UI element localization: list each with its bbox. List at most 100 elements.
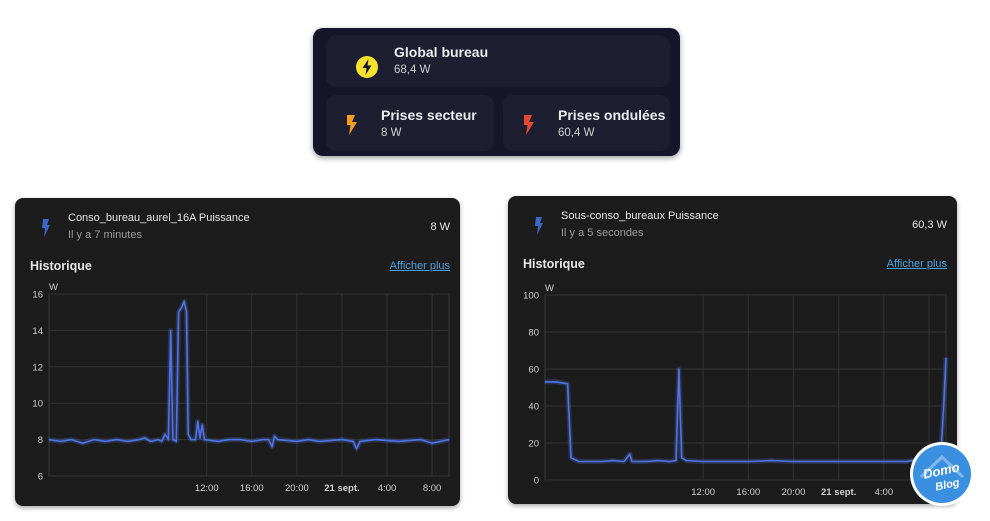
data-point bbox=[177, 311, 180, 313]
data-point bbox=[273, 435, 275, 437]
data-point bbox=[905, 460, 908, 463]
tile-secteur-value: 8 W bbox=[381, 127, 402, 139]
x-tick-label: 12:00 bbox=[195, 483, 219, 494]
data-point bbox=[104, 440, 106, 443]
data-point bbox=[70, 439, 73, 441]
data-point bbox=[359, 440, 361, 443]
y-tick-label: 6 bbox=[38, 472, 43, 483]
tile-secteur-name: Prises secteur bbox=[381, 107, 477, 123]
x-tick-label: 20:00 bbox=[782, 487, 806, 498]
flash-icon bbox=[535, 217, 543, 235]
data-point bbox=[629, 453, 631, 455]
data-point bbox=[138, 439, 140, 441]
data-point bbox=[217, 440, 219, 443]
data-point bbox=[251, 440, 253, 443]
data-point bbox=[375, 439, 377, 441]
data-point bbox=[356, 448, 358, 450]
plot-frame bbox=[48, 293, 450, 477]
data-point bbox=[945, 357, 947, 359]
data-point bbox=[82, 442, 84, 444]
plot-frame bbox=[544, 294, 947, 481]
tile-global-value: 68,4 W bbox=[394, 64, 431, 76]
data-point bbox=[181, 306, 183, 308]
history-chart[interactable]: 0 20 40 60 80 100 W 12:00 16:00 20:00 21 sept. 4:00… bbox=[508, 196, 957, 504]
data-point bbox=[93, 439, 95, 441]
data-point bbox=[578, 460, 580, 463]
series-line bbox=[545, 357, 947, 463]
data-point bbox=[792, 460, 795, 463]
data-point bbox=[271, 446, 273, 448]
entity-name[interactable]: Conso_bureau_aurel_16A Puissance bbox=[68, 212, 250, 224]
y-tick-label: 8 bbox=[38, 435, 43, 446]
data-point bbox=[197, 420, 199, 422]
y-tick-label: 80 bbox=[528, 328, 539, 339]
data-point bbox=[612, 459, 614, 462]
show-more-link[interactable]: Afficher plus bbox=[886, 258, 947, 270]
flash-red-icon bbox=[524, 115, 534, 135]
x-tick-label: 21 sept. bbox=[324, 483, 359, 494]
data-point bbox=[838, 460, 840, 463]
x-tick-label: 8:00 bbox=[423, 483, 442, 494]
data-point bbox=[185, 311, 188, 313]
data-point bbox=[201, 424, 203, 426]
data-point bbox=[657, 459, 659, 462]
last-changed: Il y a 7 minutes bbox=[68, 229, 142, 241]
data-point bbox=[170, 329, 172, 331]
tile-global-bureau[interactable]: Global bureau 68,4 W bbox=[326, 35, 670, 87]
data-point bbox=[228, 439, 230, 441]
data-point bbox=[127, 440, 129, 443]
tile-prises-ondulees[interactable]: Prises ondulées 60,4 W bbox=[503, 95, 670, 151]
y-tick-label: 40 bbox=[528, 402, 539, 413]
data-point bbox=[194, 439, 197, 441]
data-point bbox=[589, 460, 591, 463]
history-card-sous-conso: Sous-conso_bureaux Puissance Il y a 5 se… bbox=[508, 196, 957, 504]
x-tick-label: 12:00 bbox=[691, 487, 715, 498]
history-title: Historique bbox=[30, 259, 92, 273]
data-point bbox=[815, 460, 817, 463]
data-point bbox=[631, 460, 633, 463]
domo-blog-logo: Domo Blog bbox=[910, 442, 974, 506]
data-point bbox=[555, 381, 557, 383]
y-tick-label: 60 bbox=[528, 365, 539, 376]
entity-state: 60,3 W bbox=[912, 219, 947, 231]
history-card-conso-bureau: Conso_bureau_aurel_16A Puissance Il y a … bbox=[15, 198, 460, 506]
history-title: Historique bbox=[523, 257, 585, 271]
data-point bbox=[702, 460, 704, 463]
data-point bbox=[175, 440, 177, 443]
tile-prises-secteur[interactable]: Prises secteur 8 W bbox=[326, 95, 494, 151]
data-point bbox=[262, 439, 264, 441]
data-point bbox=[48, 439, 50, 441]
x-tick-label: 4:00 bbox=[875, 487, 894, 498]
show-more-link[interactable]: Afficher plus bbox=[389, 260, 450, 272]
tile-ondulees-name: Prises ondulées bbox=[558, 107, 666, 123]
data-point bbox=[187, 433, 189, 435]
data-point bbox=[172, 439, 174, 441]
data-point bbox=[116, 439, 118, 441]
y-unit-label: W bbox=[49, 282, 58, 293]
data-point bbox=[448, 439, 450, 441]
power-summary-card: Global bureau 68,4 W Prises secteur 8 W … bbox=[313, 28, 680, 156]
data-point bbox=[296, 440, 298, 443]
history-chart[interactable]: 6 8 10 12 14 16 W 12:00 16:00 20:00 21 sept. 4:00 8:… bbox=[15, 198, 460, 506]
entity-name[interactable]: Sous-conso_bureaux Puissance bbox=[561, 210, 719, 222]
data-point bbox=[747, 460, 749, 463]
data-point bbox=[623, 460, 625, 463]
entity-state: 8 W bbox=[430, 221, 450, 233]
data-point bbox=[352, 440, 354, 443]
data-point bbox=[318, 440, 321, 443]
data-point bbox=[164, 433, 166, 435]
data-point bbox=[646, 460, 648, 463]
data-point bbox=[239, 439, 242, 441]
data-point bbox=[566, 383, 569, 385]
data-point bbox=[144, 437, 146, 439]
tile-global-name: Global bureau bbox=[394, 44, 489, 60]
y-tick-label: 10 bbox=[32, 399, 43, 410]
data-point bbox=[668, 460, 670, 463]
flash-icon bbox=[42, 219, 50, 237]
data-point bbox=[570, 457, 572, 459]
last-changed: Il y a 5 secondes bbox=[561, 227, 644, 239]
data-point bbox=[420, 439, 422, 441]
data-point bbox=[675, 459, 677, 462]
data-point bbox=[860, 460, 862, 463]
y-unit-label: W bbox=[545, 283, 554, 294]
